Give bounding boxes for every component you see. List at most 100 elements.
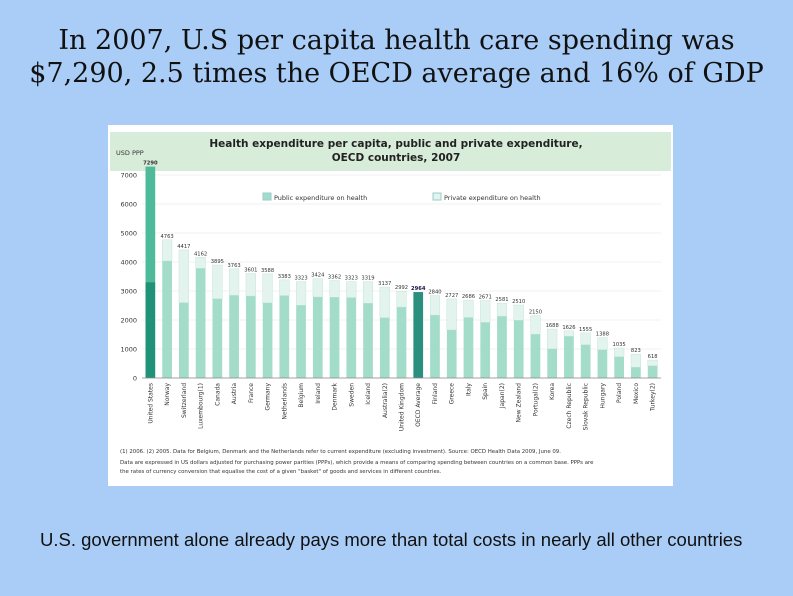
bar-value-label: 4162 [194, 251, 207, 257]
legend-public-label: Public expenditure on health [274, 194, 367, 202]
bar-value-label: 4417 [177, 244, 190, 250]
x-tick-label: Portugal(2) [532, 383, 539, 416]
bar-value-label: 2964 [411, 286, 426, 292]
x-tick-label: Norway [164, 383, 171, 406]
bar-private-15 [396, 291, 407, 308]
y-axis-label: USD PPP [116, 149, 144, 157]
y-tick-label: 1000 [120, 346, 137, 354]
bar-private-13 [362, 281, 374, 304]
x-tick-label: Poland [616, 383, 623, 403]
bar-private-4 [212, 264, 223, 300]
health-expenditure-chart: Health expenditure per capita, public an… [110, 132, 671, 475]
x-tick-label: Italy [465, 383, 472, 396]
bar-public-21 [497, 316, 507, 378]
bar-value-label: 3424 [311, 273, 325, 279]
x-tick-label: OECD Average [415, 383, 422, 427]
bar-public-18 [446, 329, 457, 378]
bar-public-27 [597, 349, 608, 378]
y-tick-label: 4000 [120, 259, 137, 267]
chart-legend: Public expenditure on health Private exp… [262, 192, 541, 202]
x-tick-label: Korea [549, 383, 556, 400]
x-tick-label: Australia(2) [382, 383, 389, 418]
y-tick-label: 3000 [120, 288, 137, 296]
x-tick-label: Slovak Republic [583, 383, 590, 430]
bar-private-1 [162, 239, 173, 262]
bar-value-label: 2510 [512, 299, 525, 305]
x-tick-label: Netherlands [281, 383, 288, 420]
chart-note-1: (1) 2006. (2) 2005. Data for Belgium, De… [120, 449, 561, 455]
bar-public-8 [279, 295, 290, 378]
bar-public-2 [178, 302, 189, 378]
bar-value-label: 7290 [143, 161, 158, 167]
bar-private-12 [346, 281, 357, 298]
bar-value-label: 4763 [161, 234, 174, 240]
bar-private-22 [513, 304, 524, 321]
bar-private-3 [195, 257, 206, 269]
bar-public-25 [564, 336, 574, 378]
bar-value-label: 2992 [395, 285, 408, 291]
chart-bars [145, 166, 658, 378]
bar-public-30 [647, 365, 658, 378]
x-tick-label: France [248, 383, 255, 403]
bar-private-23 [530, 315, 541, 335]
bar-public-7 [262, 302, 273, 378]
chart-notes: (1) 2006. (2) 2005. Data for Belgium, De… [120, 449, 594, 475]
bar-private-0 [145, 166, 156, 283]
x-tick-label: United States [147, 383, 154, 424]
bar-value-label: 2671 [479, 295, 492, 301]
bar-private-14 [379, 286, 390, 318]
slide-title: In 2007, U.S per capita health care spen… [29, 25, 764, 89]
x-tick-label: Belgium [298, 383, 305, 408]
x-tick-label: Finland [432, 383, 439, 405]
x-tick-label: United Kingdom [399, 383, 406, 431]
bar-public-1 [162, 260, 172, 378]
bar-public-12 [346, 297, 357, 378]
x-tick-label: Luxembourg(1) [198, 383, 205, 429]
bar-value-label: 823 [631, 348, 641, 354]
bar-private-8 [279, 279, 290, 296]
bar-private-30 [647, 359, 658, 366]
bar-private-25 [563, 330, 574, 337]
bar-public-3 [195, 268, 206, 378]
bar-private-11 [329, 280, 340, 298]
bar-value-label: 1555 [579, 327, 592, 333]
bar-public-17 [430, 315, 440, 378]
x-tick-label: Canada [214, 383, 221, 406]
bar-public-0 [145, 282, 156, 378]
bar-value-label: 3383 [278, 274, 291, 280]
bar-value-label: 2686 [462, 294, 475, 300]
bar-public-5 [229, 295, 239, 378]
y-tick-label: 6000 [120, 201, 137, 209]
bar-private-19 [463, 299, 474, 318]
bar-value-label: 2840 [428, 290, 441, 296]
bar-value-label: 3601 [244, 268, 257, 274]
bar-public-14 [379, 317, 390, 378]
bar-public-10 [312, 296, 323, 378]
bar-public-26 [580, 344, 591, 378]
slide-footnote: U.S. government alone already pays more … [40, 529, 743, 550]
bar-public-22 [513, 320, 524, 378]
legend-private-swatch [432, 192, 442, 201]
legend-public-swatch [262, 192, 272, 201]
bar-value-label: 3895 [211, 259, 224, 265]
bar-private-10 [312, 278, 323, 298]
x-tick-label: Iceland [365, 383, 372, 405]
bar-private-7 [262, 273, 273, 304]
bar-value-label: 2150 [529, 310, 542, 316]
bar-private-18 [446, 298, 457, 331]
bar-value-label: 3588 [261, 268, 274, 274]
x-tick-label: Japan(2) [499, 383, 506, 409]
bar-private-21 [496, 302, 508, 317]
x-tick-label: New Zealand [516, 383, 523, 423]
bar-value-label: 3323 [345, 276, 358, 282]
bar-value-label: 1035 [613, 342, 626, 348]
bar-private-9 [295, 281, 307, 306]
x-tick-label: Greece [449, 383, 456, 405]
chart-note-2: Data are expressed in US dollars adjuste… [120, 460, 594, 466]
bar-public-24 [547, 348, 558, 378]
bar-private-17 [429, 295, 441, 316]
bar-value-label: 1388 [596, 332, 609, 338]
legend-private-label: Private expenditure on health [444, 194, 541, 202]
chart-note-3: the rates of currency conversion that eq… [120, 469, 442, 475]
